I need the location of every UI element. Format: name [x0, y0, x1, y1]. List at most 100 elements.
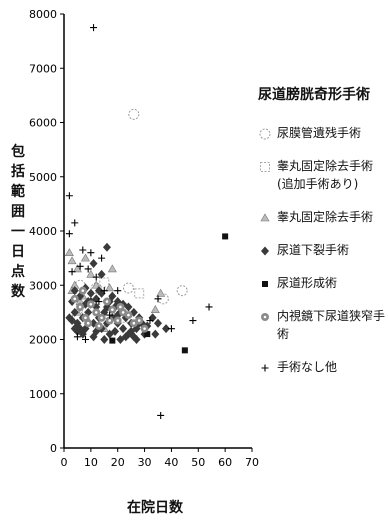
- legend-label: 尿道形成術: [277, 276, 338, 290]
- legend-item: 手術なし他: [258, 358, 386, 376]
- data-point: [150, 305, 160, 313]
- data-point: [124, 311, 133, 320]
- data-point: [129, 332, 138, 342]
- data-point: [86, 269, 96, 278]
- data-point: [102, 242, 111, 252]
- x-tick-label: 10: [84, 456, 98, 469]
- data-point: [134, 288, 145, 299]
- data-point: [64, 248, 74, 256]
- data-point: [157, 411, 165, 419]
- data-point: [80, 253, 91, 262]
- data-point: [71, 219, 79, 227]
- x-tick-label: 70: [245, 456, 259, 469]
- legend-label: 尿膜管遺残手術: [277, 126, 362, 140]
- data-point: [99, 277, 110, 288]
- data-point: [122, 282, 134, 294]
- legend-marker-icon: [261, 246, 269, 256]
- data-point: [128, 108, 140, 120]
- legend-title: 尿道膀胱奇形手術: [258, 87, 370, 103]
- data-point: [70, 286, 79, 296]
- x-tick-label: 20: [111, 456, 125, 469]
- y-tick-label: 6000: [29, 117, 57, 130]
- data-point: [70, 307, 79, 317]
- data-point: [116, 335, 125, 344]
- y-axis-label: 包括範囲一日点数: [11, 144, 25, 300]
- data-point: [176, 285, 188, 297]
- data-point: [108, 305, 117, 314]
- x-tick-label: 50: [191, 456, 205, 469]
- data-point: [107, 264, 117, 273]
- data-point: [108, 291, 117, 301]
- data-point: [261, 364, 269, 372]
- legend-item: 尿膜管遺残手術: [258, 124, 386, 142]
- legend-marker-icon: [260, 213, 270, 222]
- data-point: [106, 311, 114, 319]
- legend-item: 尿道形成術: [258, 274, 386, 292]
- y-tick-label: 5000: [29, 171, 57, 184]
- data-point: [94, 321, 103, 330]
- data-point: [135, 316, 144, 325]
- y-tick-label: 2000: [29, 334, 57, 347]
- data-point: [86, 300, 95, 309]
- data-point: [65, 313, 74, 323]
- legend-item: 内視鏡下尿道狭窄手術: [258, 307, 386, 343]
- y-tick-label: 3000: [29, 279, 57, 292]
- data-point: [91, 280, 101, 289]
- data-point: [116, 302, 125, 311]
- y-tick-label: 8000: [29, 8, 57, 21]
- data-point: [140, 324, 149, 333]
- data-point: [100, 335, 109, 344]
- data-point: [65, 192, 73, 200]
- legend-item: 睾丸固定除去手術(追加手術あり): [258, 157, 386, 193]
- data-point: [144, 331, 151, 338]
- y-tick-label: 0: [50, 442, 57, 455]
- data-point: [146, 317, 154, 325]
- legend-label: 睾丸固定除去手術: [277, 210, 374, 224]
- data-point: [105, 329, 114, 339]
- data-point: [222, 233, 229, 240]
- data-point: [70, 324, 79, 334]
- y-tick-label: 4000: [29, 225, 57, 238]
- data-point: [72, 264, 82, 273]
- data-point: [109, 337, 116, 344]
- data-point: [156, 288, 166, 297]
- data-point: [73, 333, 81, 341]
- data-point: [87, 249, 95, 257]
- data-point: [102, 297, 111, 306]
- legend-marker-icon: [259, 128, 271, 140]
- legend-label: 尿道下裂手術: [277, 243, 350, 257]
- legend-item: 尿道下裂手術: [258, 241, 386, 259]
- data-point: [81, 336, 89, 343]
- x-tick-label: 30: [138, 456, 152, 469]
- data-point: [65, 230, 73, 238]
- data-point: [261, 246, 269, 256]
- data-point: [86, 288, 95, 298]
- data-point: [92, 273, 100, 281]
- y-tick-label: 7000: [29, 62, 57, 75]
- data-point: [113, 316, 122, 325]
- data-point: [105, 283, 115, 292]
- x-tick-label: 60: [218, 456, 232, 469]
- data-point: [167, 325, 175, 333]
- y-tick-label: 1000: [29, 388, 57, 401]
- data-point: [262, 281, 268, 287]
- data-point: [154, 318, 162, 328]
- data-point: [105, 316, 114, 325]
- data-point: [84, 319, 93, 328]
- data-point: [154, 295, 162, 303]
- legend-item: 睾丸固定除去手術: [258, 208, 386, 226]
- x-tick-label: 0: [61, 456, 68, 469]
- data-point: [124, 302, 133, 312]
- axis-ticks: 0 1000 2000 3000 4000 5000 6000 7000 8000 0 10 20 30…: [29, 8, 259, 469]
- data-point: [76, 262, 84, 270]
- data-point: [79, 246, 87, 254]
- data-point: [98, 254, 106, 262]
- data-point: [100, 287, 108, 295]
- data-points: [64, 24, 229, 419]
- data-point: [260, 213, 270, 222]
- data-point: [95, 298, 103, 306]
- data-point: [151, 329, 160, 339]
- data-point: [119, 324, 128, 334]
- data-point: [70, 294, 79, 303]
- data-point: [181, 347, 188, 354]
